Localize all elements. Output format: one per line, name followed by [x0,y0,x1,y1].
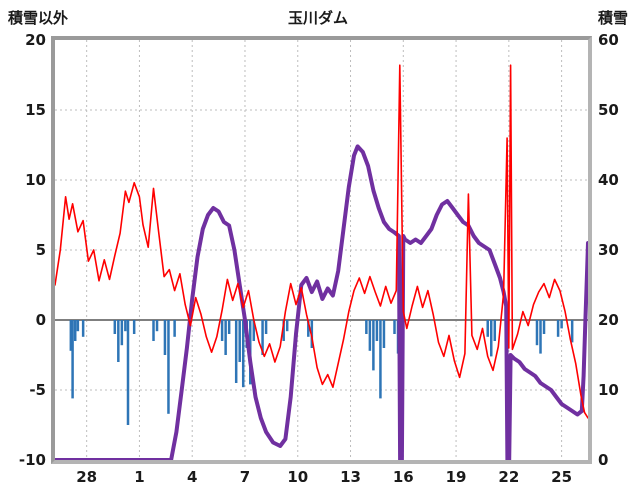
blue-bars-bar [365,320,368,334]
x-axis-tick: 10 [287,468,308,486]
x-axis-tick: 16 [393,468,414,486]
blue-bars-bar [81,320,85,337]
left-axis-tick: 15 [25,101,46,119]
blue-bars-bar [285,320,289,332]
blue-bars-bar [560,320,563,329]
left-axis-title: 積雪以外 [8,9,69,27]
blue-bars-bar [393,320,396,334]
x-axis-tick: 28 [76,468,97,486]
blue-bars-bar [173,320,176,337]
right-axis-tick: 30 [598,241,619,259]
blue-bars-bar [252,320,256,341]
right-axis-title: 積雪 [597,9,628,27]
blue-bars-bar [113,320,117,334]
left-axis-tick: 0 [36,311,46,329]
blue-bars-bar [167,320,170,414]
blue-bars-bar [132,320,136,334]
blue-bars-bar [556,320,560,337]
blue-bars-bar [126,320,130,425]
blue-bars-bar [234,320,238,383]
blue-bars-bar [238,320,241,362]
purple-line [55,144,588,460]
blue-bars-bar [227,320,231,334]
blue-bars-bar [124,320,127,332]
left-axis-tick: 10 [25,171,46,189]
blue-bars-bar [152,320,155,341]
blue-bars-bar [163,320,167,355]
x-axis-tick: 19 [446,468,467,486]
blue-bars-bar [382,320,386,348]
x-axis-tick: 25 [551,468,572,486]
blue-bars-bar [379,320,382,399]
blue-bars-bar [368,320,372,351]
chart-title: 玉川ダム [287,9,348,27]
blue-bars-bar [261,320,264,355]
blue-bars-bar [224,320,227,355]
left-axis-tick: -5 [29,381,46,399]
blue-bars-bar [490,320,493,357]
blue-bars-bar [493,320,497,341]
x-axis-tick: 1 [134,468,144,486]
red-line [55,64,588,419]
x-axis-tick: 4 [187,468,197,486]
left-axis-tick: -10 [19,451,46,469]
blue-bars-bar [120,320,124,346]
blue-bars-bar [282,320,285,341]
blue-bars-bar [155,320,159,332]
blue-bars-bar [375,320,379,341]
left-axis-tick: 5 [36,241,46,259]
x-axis-tick: 22 [498,468,519,486]
blue-bars-bar [486,320,489,337]
blue-bars-bar [539,320,542,354]
right-axis-tick: 10 [598,381,619,399]
blue-bars-bar [372,320,375,371]
right-axis-tick: 40 [598,171,619,189]
blue-bars-bar [220,320,224,341]
blue-bars-bar [264,320,268,334]
right-axis-tick: 60 [598,31,619,49]
blue-bars-bar [542,320,546,334]
x-axis-tick: 13 [340,468,361,486]
blue-bars-bar [307,320,310,337]
right-axis-tick: 50 [598,101,619,119]
blue-bars-bar [535,320,539,346]
blue-bars-bar [570,320,574,343]
plot-frame [51,36,592,464]
blue-bars-bar [241,320,245,388]
right-axis-tick: 0 [598,451,608,469]
blue-bars-bar [73,320,77,341]
blue-bars-bar [71,320,74,399]
blue-bars-bar [76,320,80,332]
x-axis-tick: 7 [240,468,250,486]
blue-bars-bar [69,320,73,351]
blue-bars-bar [117,320,120,362]
left-axis-tick: 20 [25,31,46,49]
right-axis-tick: 20 [598,311,619,329]
